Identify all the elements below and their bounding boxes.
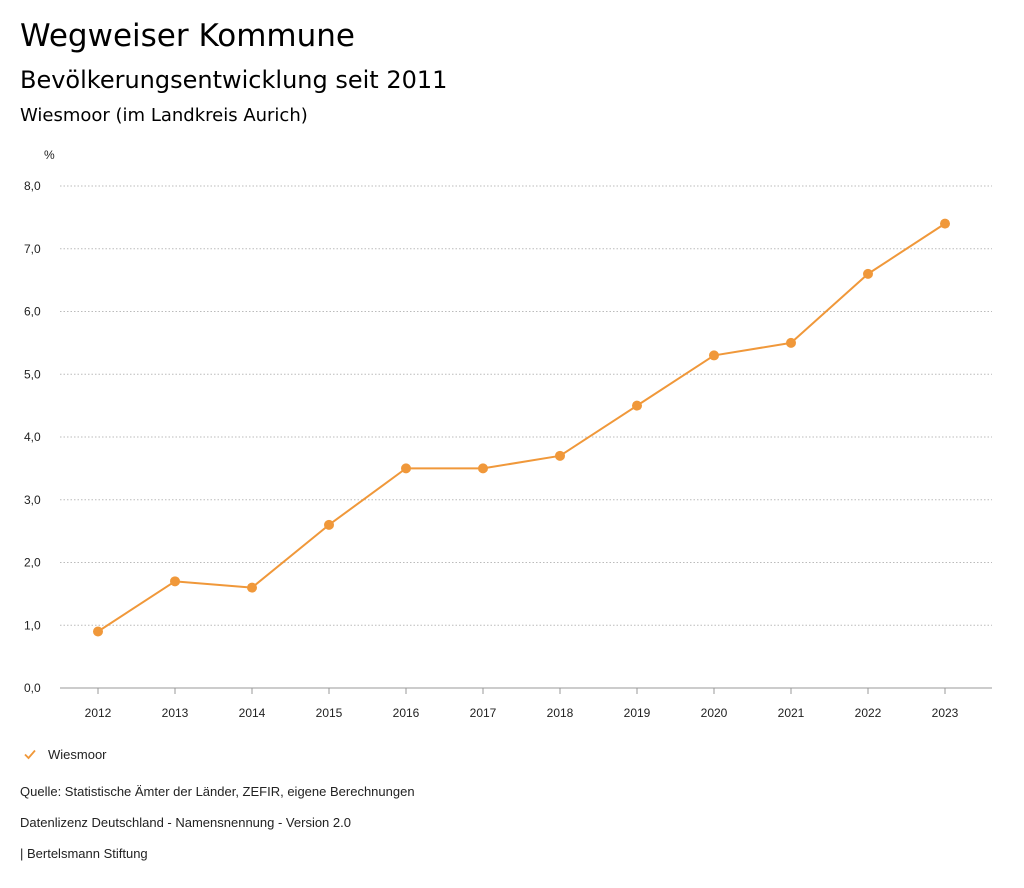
y-tick-label: 5,0 (24, 367, 41, 381)
data-point (170, 576, 180, 587)
axis-layer: % 0,0 1,0 2,0 3,0 4,0 5,0 6,0 7,0 8,0 2012 2013 2014… (24, 148, 959, 720)
x-tick-label: 2016 (393, 706, 420, 720)
data-point (786, 337, 796, 348)
data-point (632, 400, 642, 411)
page-title: Wegweiser Kommune (20, 18, 355, 54)
y-tick-label: 6,0 (24, 305, 41, 319)
data-point (555, 450, 565, 461)
y-axis-label: % (44, 148, 55, 162)
x-tick-label: 2022 (855, 706, 882, 720)
legend[interactable]: Wiesmoor (22, 744, 107, 764)
y-tick-label: 0,0 (24, 681, 41, 695)
data-point (324, 519, 334, 530)
x-tick-label: 2013 (162, 706, 189, 720)
x-tick-label: 2018 (547, 706, 574, 720)
data-point (709, 350, 719, 361)
y-tick-label: 4,0 (24, 430, 41, 444)
x-tick-label: 2019 (624, 706, 651, 720)
x-tick-label: 2012 (85, 706, 112, 720)
x-tick-label: 2015 (316, 706, 343, 720)
x-tick-label: 2017 (470, 706, 497, 720)
line-chart: % 0,0 1,0 2,0 3,0 4,0 5,0 6,0 7,0 8,0 2012 2013 2014… (24, 148, 992, 720)
grid-layer (60, 185, 992, 689)
data-point (478, 463, 488, 474)
x-tick-label: 2020 (701, 706, 728, 720)
data-point (93, 626, 103, 637)
x-tick-label: 2021 (778, 706, 805, 720)
chart-subtitle: Bevölkerungsentwicklung seit 2011 (20, 66, 448, 94)
data-point (940, 218, 950, 229)
x-tick-label: 2023 (932, 706, 959, 720)
location-label: Wiesmoor (im Landkreis Aurich) (20, 105, 308, 126)
y-tick-label: 7,0 (24, 242, 41, 256)
data-point (863, 268, 873, 279)
data-point (401, 463, 411, 474)
license-note: Datenlizenz Deutschland - Namensnennung … (20, 815, 351, 830)
data-point (247, 582, 257, 593)
y-tick-label: 2,0 (24, 556, 41, 570)
series-layer (93, 218, 950, 637)
legend-label: Wiesmoor (48, 746, 107, 762)
check-icon (24, 749, 36, 760)
y-tick-label: 8,0 (24, 179, 41, 193)
credit-note: | Bertelsmann Stiftung (20, 846, 148, 861)
y-tick-label: 3,0 (24, 493, 41, 507)
source-note: Quelle: Statistische Ämter der Länder, Z… (20, 784, 415, 799)
y-tick-label: 1,0 (24, 618, 41, 632)
x-tick-label: 2014 (239, 706, 266, 720)
series-line (97, 222, 946, 633)
